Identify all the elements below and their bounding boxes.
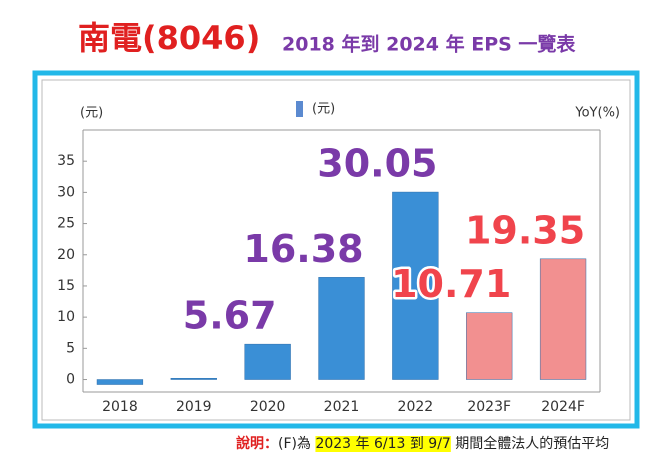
bar: [170, 378, 217, 380]
data-label: 30.05: [317, 142, 437, 186]
y2-axis-label: YoY(%): [574, 106, 620, 121]
legend-label: (元): [312, 102, 335, 117]
x-tick-label: 2023F: [467, 399, 511, 415]
x-tick-label: 2024F: [541, 399, 585, 415]
y-tick-label: 5: [66, 340, 75, 356]
note-part: (F)為: [278, 436, 315, 452]
data-label: 10.71: [391, 262, 511, 306]
y-tick-label: 20: [57, 247, 75, 263]
legend-swatch: [296, 101, 303, 117]
x-tick-label: 2021: [324, 399, 360, 415]
x-tick-label: 2018: [102, 399, 138, 415]
y-tick-label: 15: [57, 278, 75, 294]
y-axis-label: (元): [80, 106, 103, 121]
y-tick-label: 0: [66, 372, 75, 388]
y-tick-label: 30: [57, 184, 75, 200]
y-tick-label: 25: [57, 216, 75, 232]
bar: [539, 258, 587, 380]
data-label: 19.35: [465, 208, 585, 252]
chart-subtitle: 2018 年到 2024 年 EPS 一覽表: [282, 33, 576, 56]
bar: [466, 312, 513, 380]
x-tick-label: 2019: [176, 399, 212, 415]
note-part: 期間全體法人的預估平均: [451, 435, 609, 452]
note-part: 2023 年 6/13 到 9/7: [315, 436, 450, 452]
bar: [244, 343, 291, 380]
data-label: 16.38: [243, 227, 363, 271]
chart-title: 南電(8046): [78, 19, 260, 57]
data-label: 5.67: [183, 294, 277, 338]
x-tick-label: 2020: [250, 399, 286, 415]
note-part: 說明：: [236, 435, 278, 452]
bar: [318, 277, 365, 380]
note: 說明：(F)為 2023 年 6/13 到 9/7 期間全體法人的預估平均: [236, 435, 609, 452]
bar: [96, 379, 144, 385]
y-tick-label: 10: [57, 309, 75, 325]
x-tick-label: 2022: [398, 399, 434, 415]
bar: [392, 191, 439, 380]
y-tick-label: 35: [57, 153, 75, 169]
note-highlight: [315, 436, 451, 452]
